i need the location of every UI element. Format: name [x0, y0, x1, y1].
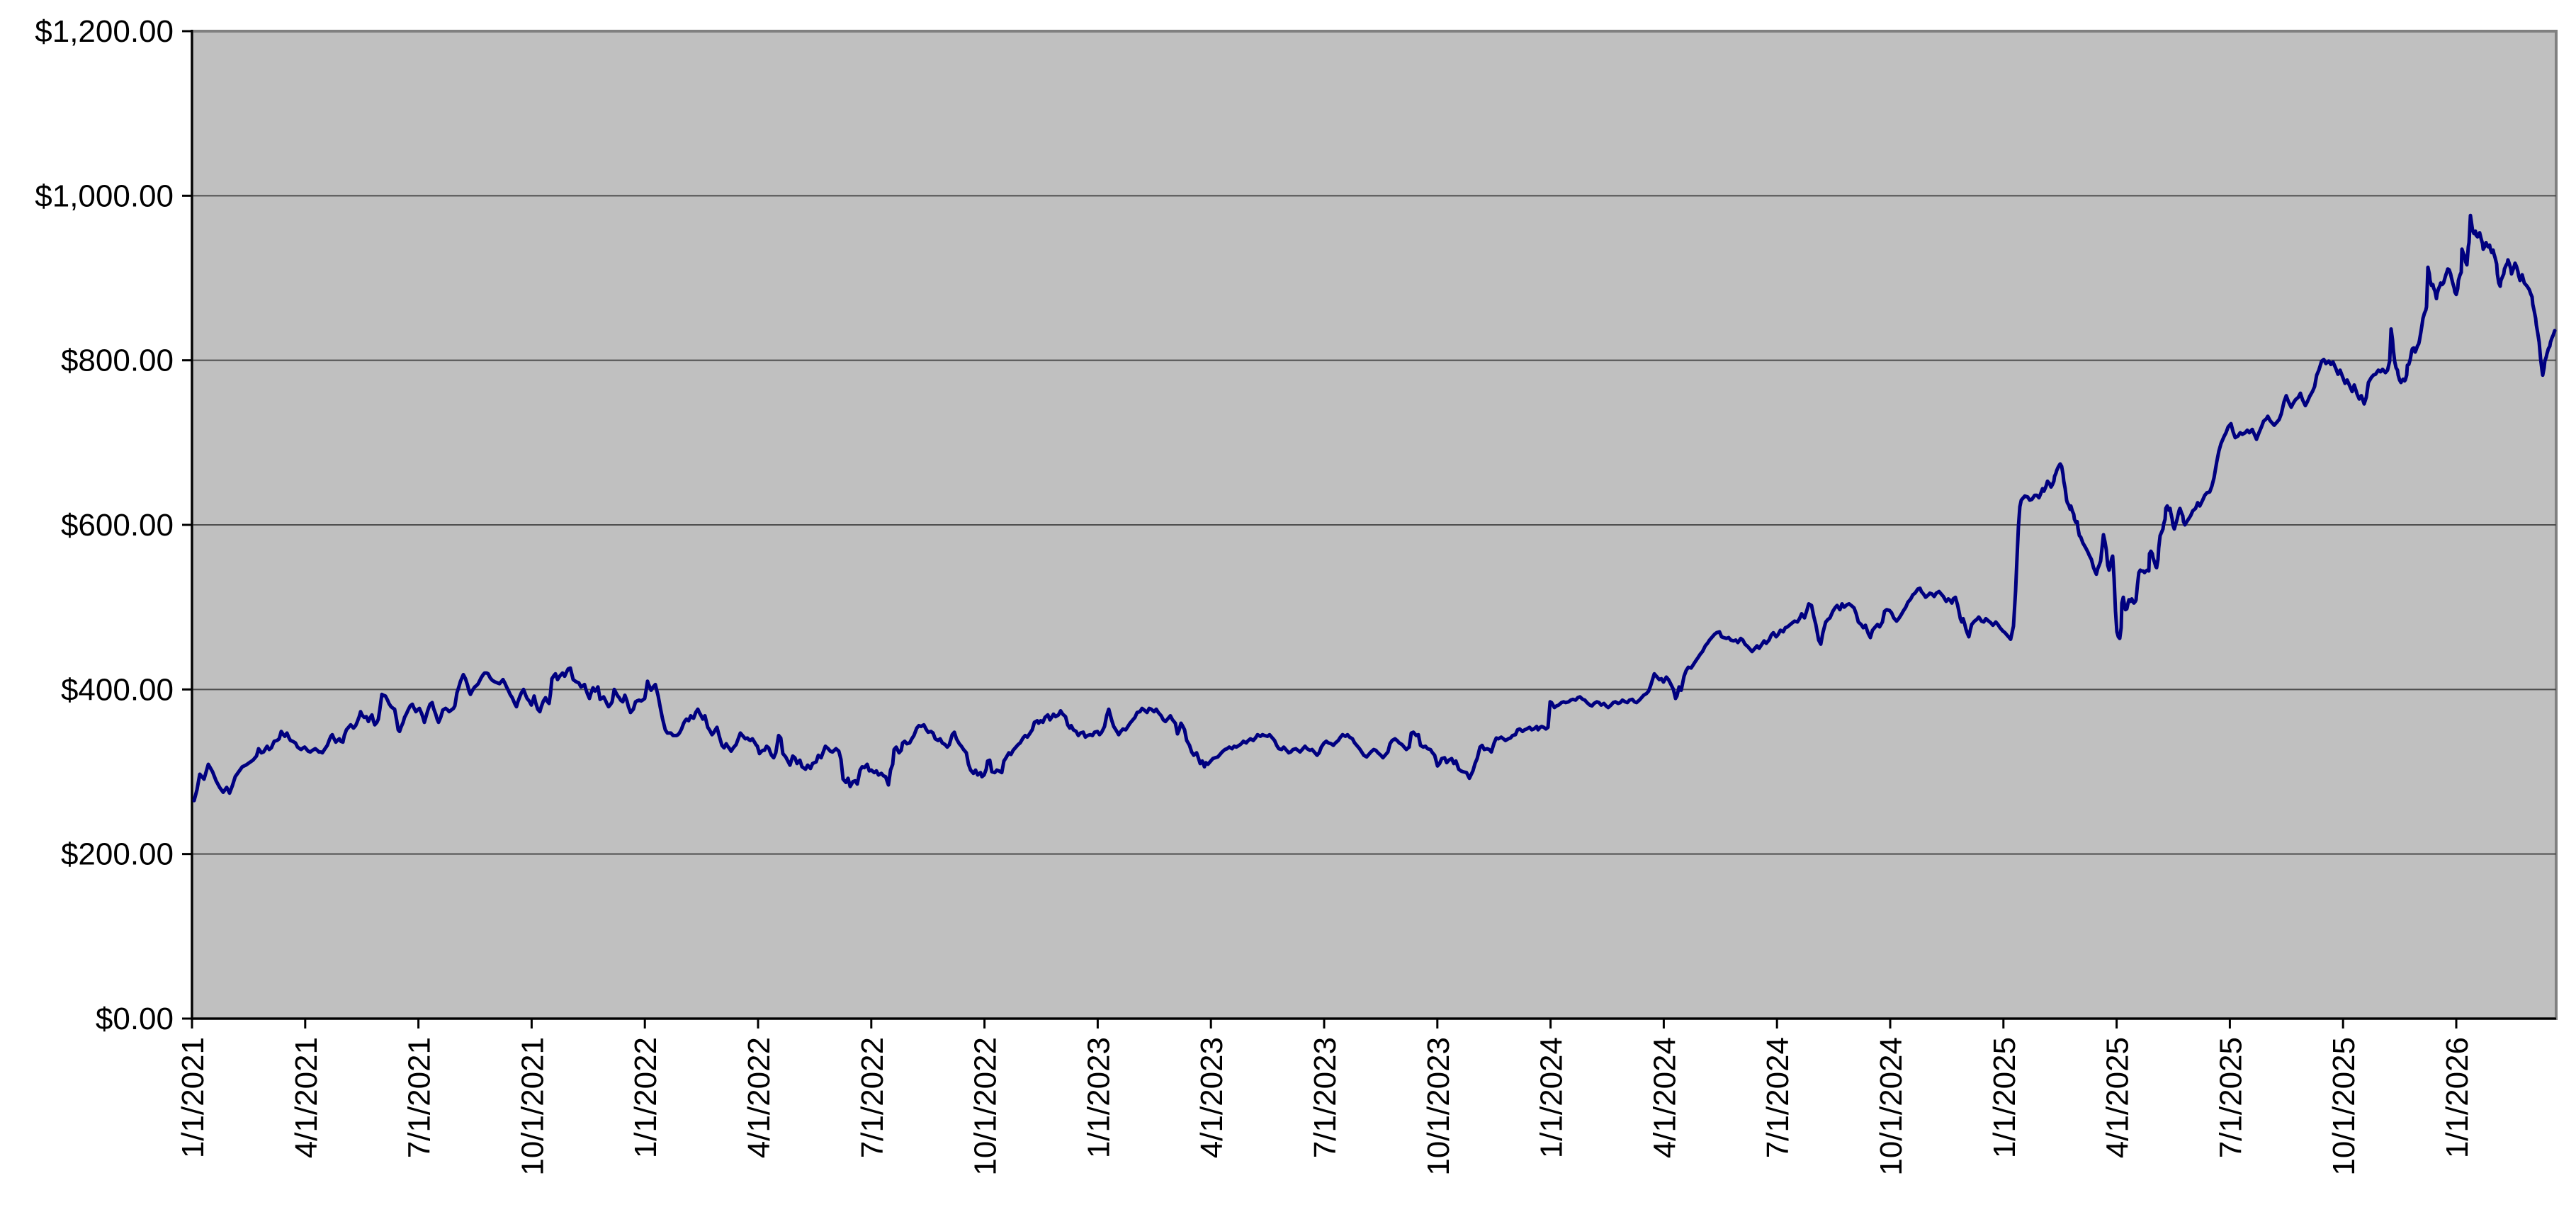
- y-axis-label: $400.00: [61, 672, 174, 707]
- x-axis-label: 1/1/2026: [2440, 1037, 2475, 1158]
- x-axis-label: 7/1/2023: [1308, 1037, 1343, 1158]
- x-axis-label: 10/1/2025: [2327, 1037, 2361, 1176]
- x-axis-label: 7/1/2021: [402, 1037, 437, 1158]
- x-axis-label: 10/1/2023: [1421, 1037, 1456, 1176]
- x-axis-label: 4/1/2022: [742, 1037, 776, 1158]
- y-axis-label: $1,200.00: [35, 14, 174, 49]
- x-axis-label: 4/1/2025: [2101, 1037, 2135, 1158]
- y-axis-label: $800.00: [61, 344, 174, 378]
- x-axis-label: 1/1/2023: [1081, 1037, 1116, 1158]
- x-axis-label: 4/1/2021: [289, 1037, 324, 1158]
- x-axis-label: 10/1/2022: [968, 1037, 1003, 1176]
- x-axis-label: 1/1/2025: [1987, 1037, 2022, 1158]
- x-axis-label: 7/1/2025: [2213, 1037, 2248, 1158]
- x-axis-label: 1/1/2021: [176, 1037, 210, 1158]
- price-line: [192, 213, 2557, 803]
- y-axis-label: $200.00: [61, 837, 174, 872]
- x-axis-label: 7/1/2024: [1761, 1037, 1795, 1158]
- x-axis-label: 10/1/2024: [1874, 1037, 1909, 1176]
- x-axis-label: 1/1/2022: [628, 1037, 663, 1158]
- y-axis-label: $1,000.00: [35, 178, 174, 213]
- y-axis-label: $0.00: [96, 1002, 174, 1036]
- x-axis-label: 7/1/2022: [855, 1037, 890, 1158]
- x-axis-label: 4/1/2024: [1647, 1037, 1682, 1158]
- x-axis-label: 4/1/2023: [1194, 1037, 1229, 1158]
- x-axis-label: 1/1/2024: [1535, 1037, 1569, 1158]
- x-axis-label: 10/1/2021: [515, 1037, 550, 1176]
- y-axis-label: $600.00: [61, 508, 174, 543]
